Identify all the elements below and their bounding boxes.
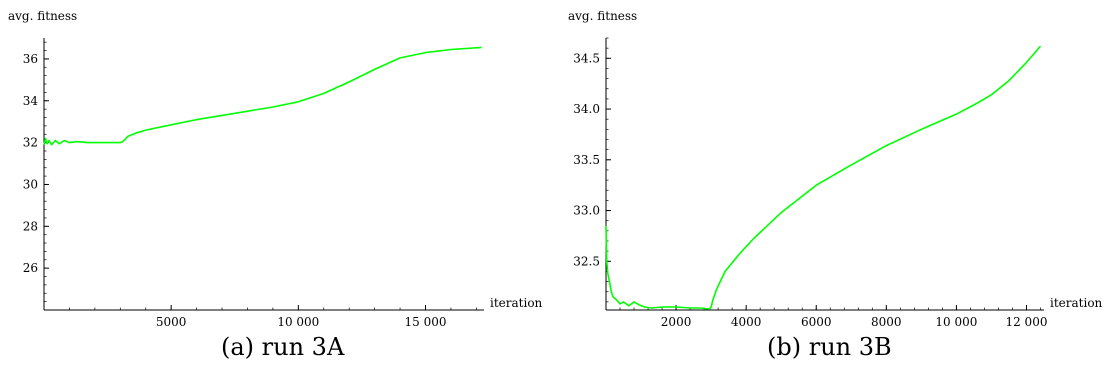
- x-tick-label: 5000: [156, 315, 187, 329]
- y-tick-label: 33.5: [573, 153, 600, 167]
- chart-caption: (a) run 3A: [221, 333, 345, 361]
- y-tick-label: 36: [23, 52, 38, 66]
- y-tick-label: 26: [23, 261, 38, 275]
- chart-run-3a: 5000 10 000 15 000 26 28 30 32 34 36 avg. fitness…: [8, 9, 543, 329]
- chart-run-3b: 2000 4000 6000 8000 10 000 12 000 32.5 33.0 33.5…: [568, 9, 1103, 329]
- y-tick-label: 32.5: [573, 254, 600, 268]
- chart-panel-run-3a: 5000 10 000 15 000 26 28 30 32 34 36 avg. fitness…: [0, 0, 545, 375]
- x-tick-label: 15 000: [405, 315, 447, 329]
- x-tick-label: 10 000: [935, 315, 977, 329]
- chart-panel-run-3b: 2000 4000 6000 8000 10 000 12 000 32.5 33.0 33.5…: [560, 0, 1107, 375]
- y-tick-label: 32: [23, 136, 38, 150]
- x-axis-title: iteration: [490, 296, 543, 310]
- y-tick-label: 34: [23, 94, 39, 108]
- x-tick-label: 10 000: [277, 315, 319, 329]
- x-tick-label: 12 000: [1005, 315, 1047, 329]
- chart-caption: (b) run 3B: [767, 333, 892, 361]
- y-tick-label: 34.0: [573, 102, 600, 116]
- y-tick-label: 34.5: [573, 51, 600, 65]
- series-line: [605, 45, 1042, 310]
- series-line: [43, 46, 482, 146]
- x-tick-label: 8000: [871, 315, 902, 329]
- x-tick-label: 6000: [801, 315, 832, 329]
- y-tick-label: 33.0: [573, 204, 600, 218]
- x-axis-title: iteration: [1050, 296, 1103, 310]
- y-tick-label: 28: [23, 219, 38, 233]
- y-axis-title: avg. fitness: [568, 9, 637, 23]
- y-axis-title: avg. fitness: [8, 9, 77, 23]
- y-tick-label: 30: [23, 177, 38, 191]
- x-tick-label: 4000: [731, 315, 762, 329]
- x-tick-label: 2000: [661, 315, 692, 329]
